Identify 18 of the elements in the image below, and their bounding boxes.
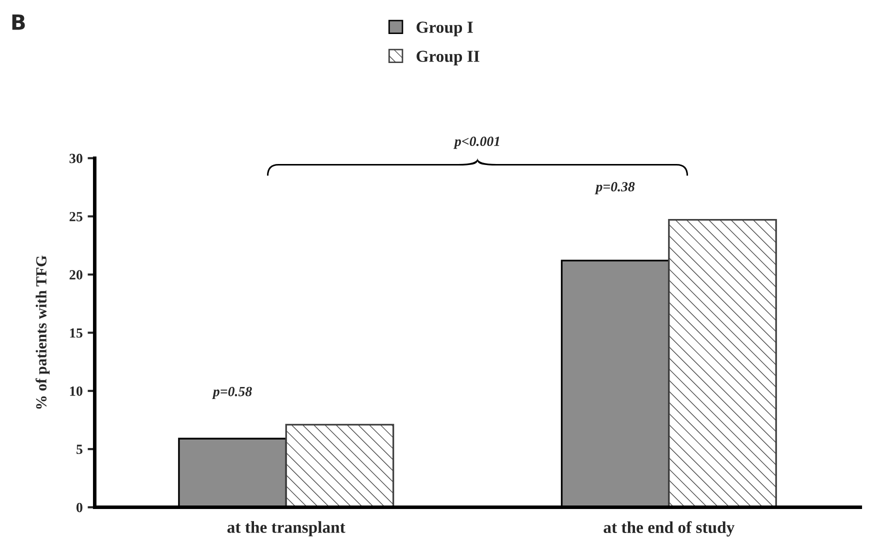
y-tick-label: 20 (70, 270, 82, 280)
bar (285, 424, 394, 508)
y-tick-label: 0 (76, 502, 82, 512)
y-axis-title: % of patients with TFG (36, 256, 50, 409)
x-tick-label: at the transplant (227, 521, 346, 536)
y-tick-label: 5 (76, 444, 82, 454)
text: B (12, 14, 25, 30)
legend-label: Group II (416, 50, 480, 66)
bar (668, 219, 777, 508)
annotation: p=0.58 (212, 386, 252, 400)
legend-label: Group I (416, 22, 473, 36)
x-tick-label: at the end of study (604, 521, 734, 536)
y-tick-label: 15 (70, 328, 82, 338)
y-tick-label: 10 (70, 386, 82, 396)
y-tick-label: 25 (70, 212, 82, 222)
annotation: p=0.38 (594, 182, 635, 194)
text: p<0.001 (453, 136, 500, 149)
y-tick-label: 30 (70, 154, 82, 164)
